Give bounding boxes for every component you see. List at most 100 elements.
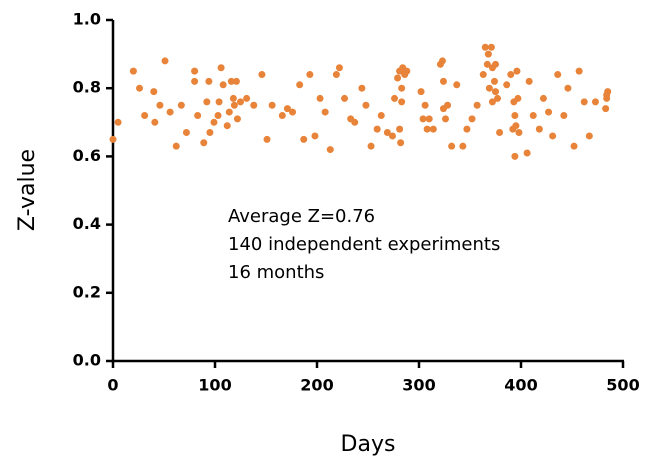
point: [306, 71, 314, 79]
point: [481, 43, 489, 51]
point: [332, 71, 340, 79]
x-tick-label: 200: [300, 376, 333, 395]
point: [233, 115, 241, 123]
point: [263, 135, 271, 143]
point: [268, 101, 276, 109]
annotation: 140 independent experiments: [228, 234, 500, 255]
point: [373, 125, 381, 133]
point: [289, 108, 297, 116]
point: [203, 98, 211, 106]
point: [258, 71, 266, 79]
point: [484, 50, 492, 58]
point: [490, 77, 498, 85]
y-tick-label: 0.4: [73, 214, 101, 233]
point: [403, 67, 411, 75]
point: [429, 125, 437, 133]
point: [191, 67, 199, 75]
y-tick-label: 0.0: [73, 351, 101, 370]
point: [421, 101, 429, 109]
point: [398, 84, 406, 92]
point: [182, 129, 190, 137]
point: [479, 71, 487, 79]
point: [438, 57, 446, 65]
point: [283, 105, 291, 113]
point: [200, 139, 208, 147]
point: [585, 132, 593, 140]
point: [570, 142, 578, 150]
point: [488, 98, 496, 106]
point: [425, 115, 433, 123]
point: [591, 98, 599, 106]
point: [417, 88, 425, 96]
point: [166, 108, 174, 116]
point: [580, 98, 588, 106]
point: [535, 125, 543, 133]
point: [448, 142, 456, 150]
x-axis-label: Days: [341, 432, 396, 457]
point: [367, 142, 375, 150]
point: [335, 64, 343, 72]
point: [114, 118, 122, 126]
y-tick-label: 0.6: [73, 146, 101, 165]
point: [391, 94, 399, 102]
point: [485, 84, 493, 92]
point: [529, 111, 537, 119]
point: [397, 139, 405, 147]
point: [225, 108, 233, 116]
point: [243, 94, 251, 102]
point: [215, 98, 223, 106]
point: [321, 108, 329, 116]
point: [191, 77, 199, 85]
point: [515, 129, 523, 137]
point: [109, 135, 117, 143]
point: [316, 94, 324, 102]
point: [439, 77, 447, 85]
x-tick-label: 500: [606, 376, 639, 395]
x-tick-label: 400: [504, 376, 537, 395]
point: [219, 81, 227, 89]
point: [383, 129, 391, 137]
point: [388, 132, 396, 140]
y-tick-label: 0.2: [73, 282, 101, 301]
point: [227, 77, 235, 85]
point: [513, 67, 521, 75]
point: [358, 84, 366, 92]
point: [442, 115, 450, 123]
point: [503, 81, 511, 89]
point: [483, 60, 491, 68]
point: [604, 88, 612, 96]
point: [444, 101, 452, 109]
point: [453, 81, 461, 89]
point: [423, 125, 431, 133]
point: [362, 101, 370, 109]
point: [206, 129, 214, 137]
point: [223, 122, 231, 130]
point: [177, 101, 185, 109]
point: [136, 84, 144, 92]
point: [237, 98, 244, 106]
point: [205, 77, 213, 85]
point: [217, 64, 225, 72]
point: [473, 101, 481, 109]
point: [511, 152, 519, 160]
point: [487, 43, 495, 51]
point: [554, 71, 562, 79]
point: [396, 125, 404, 133]
point: [214, 111, 222, 119]
point: [514, 94, 522, 102]
point: [326, 146, 334, 154]
y-tick-label: 0.8: [73, 78, 101, 97]
point: [311, 132, 319, 140]
point: [539, 94, 547, 102]
point: [575, 67, 583, 75]
point: [300, 135, 308, 143]
point: [230, 101, 238, 109]
point: [351, 118, 359, 126]
annotation: 16 months: [228, 262, 324, 283]
point: [507, 71, 515, 79]
point: [549, 132, 557, 140]
y-tick-label: 1.0: [73, 10, 101, 29]
point: [419, 115, 427, 123]
